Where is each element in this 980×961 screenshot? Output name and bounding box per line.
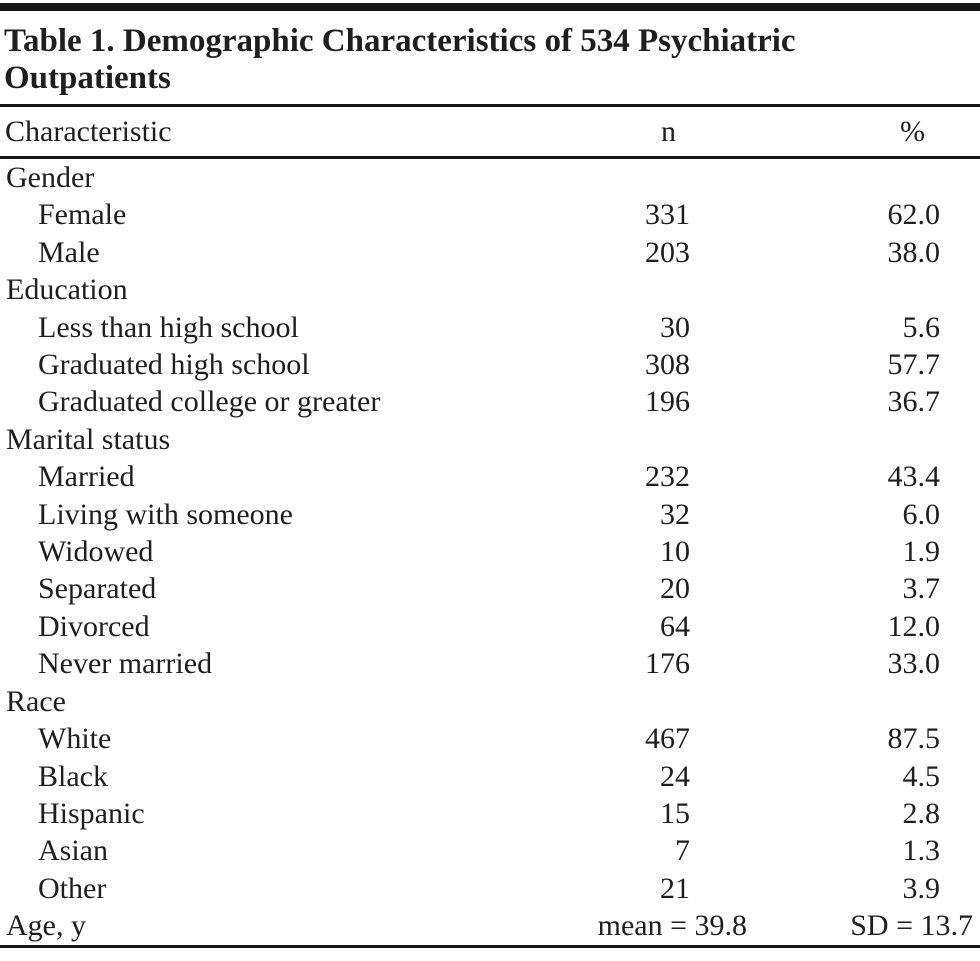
characteristic-cell: Marital status [6,422,171,456]
percent-cell: 2.8 [902,796,941,830]
n-cell: mean = 39.8 [597,909,747,943]
n-cell: 232 [645,460,690,494]
n-cell: 467 [645,722,690,756]
column-header-characteristic: Characteristic [5,114,172,148]
n-cell: 196 [645,385,690,419]
characteristic-cell: Widowed [38,535,154,569]
table-row: Other 21 3.9 [0,870,980,907]
percent-cell: 57.7 [887,348,941,382]
n-cell: 308 [645,348,690,382]
characteristic-cell: Less than high school [38,310,299,344]
section-row: Education [0,271,980,308]
percent-cell: 33.0 [887,647,941,681]
percent-cell [690,421,980,458]
characteristic-cell: Hispanic [38,796,145,830]
percent-cell: 38.0 [887,235,941,269]
percent-cell: 4.5 [902,759,941,793]
percent-cell: 12.0 [887,609,941,643]
table-row: Female 331 62.0 [0,196,980,233]
percent-cell [690,683,980,720]
table-row: Hispanic 15 2.8 [0,795,980,832]
percent-cell: 1.9 [902,535,941,569]
characteristic-cell: Other [38,871,107,905]
table-row: Divorced 64 12.0 [0,608,980,645]
column-header-n: n [661,114,676,148]
percent-cell: SD = 13.7 [850,909,973,943]
table-row: Black 24 4.5 [0,758,980,795]
summary-row: Age, y mean = 39.8 SD = 13.7 [0,907,980,946]
percent-cell: 3.7 [902,572,941,606]
percent-cell: 43.4 [887,460,941,494]
characteristic-cell: Living with someone [38,497,293,531]
section-row: Marital status [0,421,980,458]
n-cell: 203 [645,235,690,269]
header-row: Characteristic n % [0,106,980,158]
percent-cell: 62.0 [887,198,941,232]
column-header-percent: % [900,114,925,148]
percent-cell: 5.6 [902,310,941,344]
characteristic-cell: Race [6,684,66,718]
n-cell: 30 [660,310,690,344]
characteristic-cell: Male [38,235,100,269]
n-cell: 15 [660,796,690,830]
n-cell [540,271,690,308]
characteristic-cell: Graduated college or greater [38,385,381,419]
table-top-rule [0,3,980,11]
n-cell: 20 [660,572,690,606]
characteristic-cell: Married [38,460,135,494]
characteristic-cell: Separated [38,572,157,606]
characteristic-cell: Never married [38,647,213,681]
characteristic-cell: Gender [6,161,95,194]
percent-cell: 87.5 [887,722,941,756]
table-row: Living with someone 32 6.0 [0,496,980,533]
percent-cell: 1.3 [902,834,941,868]
table-body: Gender Female 331 62.0 Male 203 38.0 Edu… [0,158,980,947]
section-row: Race [0,683,980,720]
characteristic-cell: Female [38,198,127,232]
table-row: Graduated high school 308 57.7 [0,346,980,383]
characteristic-cell: White [38,722,112,756]
n-cell: 32 [660,497,690,531]
table-row: Male 203 38.0 [0,234,980,271]
characteristic-cell: Age, y [6,909,86,943]
percent-cell: 6.0 [902,497,941,531]
percent-cell: 3.9 [902,871,941,905]
percent-cell [690,158,980,197]
characteristic-cell: Divorced [38,609,150,643]
table-row: Widowed 10 1.9 [0,533,980,570]
table-row: Asian 7 1.3 [0,832,980,869]
n-cell [540,158,690,197]
n-cell: 24 [660,759,690,793]
table-row: Less than high school 30 5.6 [0,309,980,346]
characteristic-cell: Asian [38,834,108,868]
n-cell: 21 [660,871,690,905]
n-cell: 7 [675,834,690,868]
percent-cell: 36.7 [887,385,941,419]
table-row: White 467 87.5 [0,720,980,757]
n-cell [540,421,690,458]
table-row: Graduated college or greater 196 36.7 [0,383,980,420]
table-title: Table 1. Demographic Characteristics of … [4,23,796,96]
n-cell [540,683,690,720]
percent-cell [690,271,980,308]
characteristic-cell: Education [6,273,128,307]
section-row: Gender [0,158,980,197]
n-cell: 176 [645,647,690,681]
table-row: Separated 20 3.7 [0,570,980,607]
n-cell: 64 [660,609,690,643]
characteristic-cell: Graduated high school [38,348,310,382]
table-row: Married 232 43.4 [0,458,980,495]
table-row: Never married 176 33.0 [0,645,980,682]
characteristic-cell: Black [38,759,108,793]
n-cell: 10 [660,535,690,569]
demographics-table: Characteristic n % Gender Female 331 62.… [0,104,980,948]
n-cell: 331 [645,198,690,232]
